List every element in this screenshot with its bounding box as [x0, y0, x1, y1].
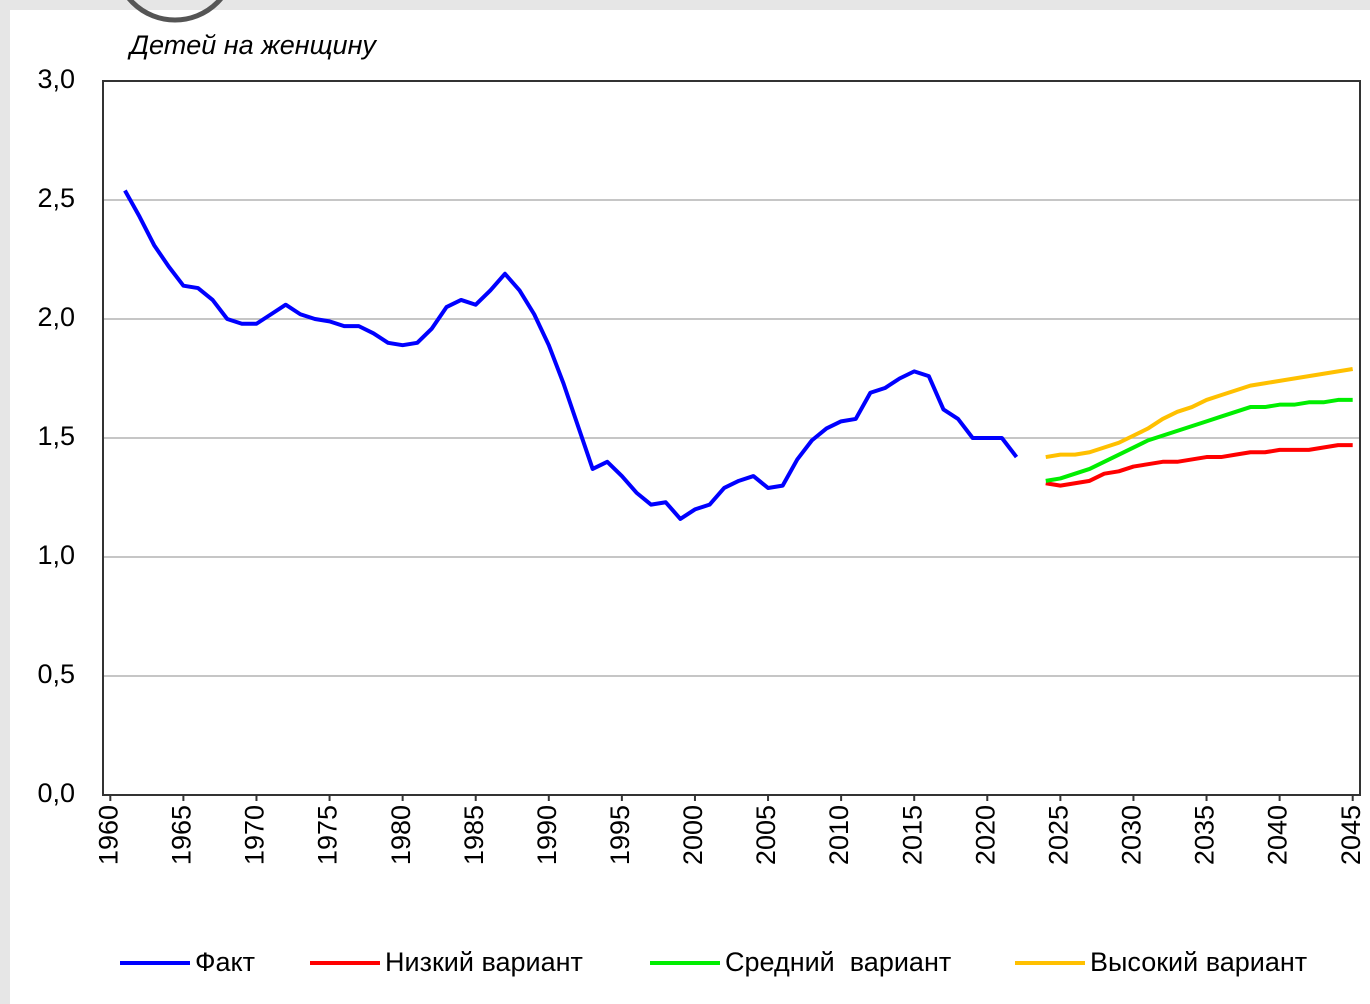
x-tick-label: 1975: [313, 805, 343, 865]
x-tick-label: 1965: [167, 805, 197, 865]
y-tick-label: 2,0: [37, 302, 75, 332]
legend-label: Средний вариант: [725, 947, 951, 977]
legend-label: Низкий вариант: [385, 947, 583, 977]
y-tick-label: 0,0: [37, 778, 75, 808]
decoration: [126, 0, 224, 23]
x-tick-label: 2015: [897, 805, 927, 865]
x-tick-label: 1960: [93, 805, 123, 865]
legend-label: Факт: [195, 947, 255, 977]
x-tick-label: 1995: [605, 805, 635, 865]
x-tick-label: 2040: [1263, 805, 1293, 865]
x-tick-label: 2005: [751, 805, 781, 865]
x-tick-label: 2000: [678, 805, 708, 865]
x-tick-label: 2010: [824, 805, 854, 865]
x-tick-label: 1985: [459, 805, 489, 865]
panel: [10, 10, 1370, 1004]
x-tick-label: 2045: [1336, 805, 1366, 865]
y-tick-label: 2,5: [37, 183, 75, 213]
x-tick-label: 1990: [532, 805, 562, 865]
plot-border: [102, 80, 1361, 796]
y-tick-label: 3,0: [37, 64, 75, 94]
series-line: [123, 189, 1019, 521]
x-tick-label: 2030: [1117, 805, 1147, 865]
x-tick-label: 2035: [1190, 805, 1220, 865]
x-tick-label: 2020: [970, 805, 1000, 865]
x-tick-label: 2025: [1043, 805, 1073, 865]
legend-label: Высокий вариант: [1090, 947, 1307, 977]
y-tick-label: 1,0: [37, 540, 75, 570]
series-line: [1045, 367, 1354, 460]
series-line: [1045, 397, 1353, 483]
y-tick-label: 1,5: [37, 421, 75, 451]
series-line: [1045, 443, 1353, 488]
y-tick-label: 0,5: [37, 659, 75, 689]
x-tick-label: 1980: [386, 805, 416, 865]
x-tick-label: 1970: [240, 805, 270, 865]
y-axis-label: Детей на женщину: [127, 30, 377, 60]
